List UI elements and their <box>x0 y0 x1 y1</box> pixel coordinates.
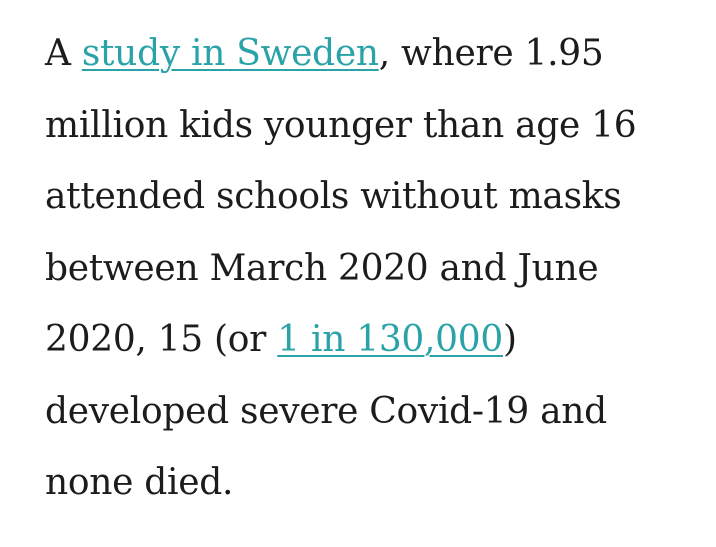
paragraph-line-5: 2020, 15 (or 1 in 130,000) <box>45 304 695 376</box>
paragraph-line-6: developed severe Covid-19 and <box>45 390 607 432</box>
paragraph-line-4: between March 2020 and June <box>45 247 599 289</box>
paragraph-line-7: none died. <box>45 462 234 503</box>
paragraph-line-1: A study in Sweden, where 1.95 <box>45 18 695 90</box>
ratio-link[interactable]: 1 in 130,000 <box>277 319 503 360</box>
paragraph-text: A <box>45 33 82 74</box>
article-paragraph: A study in Sweden, where 1.95 million ki… <box>45 18 695 519</box>
paragraph-text: ) <box>503 319 517 360</box>
paragraph-text: 2020, 15 (or <box>45 319 278 360</box>
study-in-sweden-link[interactable]: study in Sweden <box>81 33 379 74</box>
paragraph-text: , where 1.95 <box>378 33 604 74</box>
paragraph-line-2: million kids younger than age 16 <box>45 104 637 146</box>
paragraph-line-3: attended schools without masks <box>45 176 622 217</box>
